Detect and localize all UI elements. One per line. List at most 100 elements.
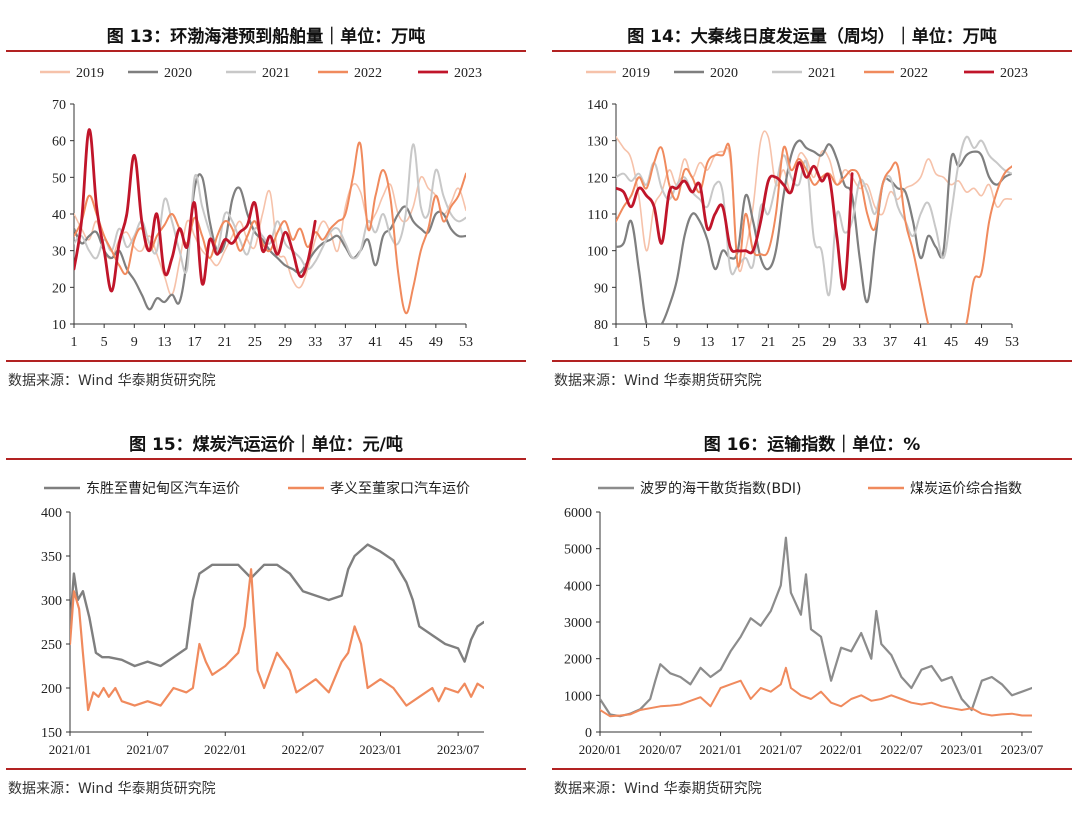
x-tick-label: 5 — [101, 335, 108, 350]
x-tick-label: 5 — [643, 335, 650, 350]
y-tick-label: 100 — [587, 245, 608, 260]
chart-svg-13: 10 20 30 40 50 60 70 1 5 9 13 17 21 25 29 33 37 41 45 49 53 2… — [40, 66, 482, 350]
x-tick-label: 13 — [700, 335, 714, 350]
chart-panel-13: 图 13：环渤海港预到船舶量｜单位：万吨 10 20 30 40 50 60 70 1 5 9 13… — [4, 8, 528, 408]
chart-panel-16: 图 16：运输指数｜单位：% 0 1000 2000 3000 4000 5000 6000… — [550, 416, 1074, 816]
x-tick-label: 49 — [429, 335, 443, 350]
x-tick-label: 33 — [853, 335, 867, 350]
x-tick-label: 45 — [399, 335, 413, 350]
y-tick-label: 110 — [588, 208, 608, 223]
chart-title-15: 图 15：煤炭汽运运价｜单位：元/吨 — [129, 435, 403, 455]
series-line-东胜至曹妃甸区汽车运价 — [70, 543, 484, 668]
y-tick-label: 150 — [41, 726, 62, 741]
legend-label: 2020 — [710, 66, 738, 81]
x-tick-label: 25 — [792, 335, 806, 350]
x-tick-label: 17 — [731, 335, 745, 350]
title-divider — [6, 458, 526, 460]
source-divider — [6, 360, 526, 362]
y-tick-label: 4000 — [564, 579, 592, 594]
chart-title-16: 图 16：运输指数｜单位：% — [703, 435, 921, 455]
x-tick-label: 9 — [131, 335, 138, 350]
y-tick-label: 10 — [52, 318, 66, 333]
series-group — [616, 130, 1012, 324]
y-tick-label: 400 — [41, 506, 62, 521]
legend-label: 2019 — [76, 66, 104, 81]
legend-label: 2022 — [354, 66, 382, 81]
legend-label: 2023 — [1000, 66, 1028, 81]
x-tick-label: 1 — [613, 335, 620, 350]
y-tick-label: 2000 — [564, 653, 592, 668]
y-tick-label: 3000 — [564, 616, 592, 631]
x-tick-label: 2023/07 — [1001, 742, 1044, 757]
series-line-2021 — [616, 135, 1012, 297]
y-tick-label: 0 — [585, 726, 592, 741]
x-tick-label: 49 — [975, 335, 989, 350]
source-label: 数据来源：Wind 华泰期货研究院 — [554, 781, 762, 797]
title-divider — [552, 50, 1072, 52]
y-tick-label: 300 — [41, 594, 62, 609]
legend-label: 2023 — [454, 66, 482, 81]
source-label: 数据来源：Wind 华泰期货研究院 — [554, 373, 762, 389]
x-tick-label: 2022/01 — [204, 742, 247, 757]
x-tick-label: 2020/01 — [579, 742, 622, 757]
series-line-2022 — [616, 142, 1012, 324]
y-tick-label: 130 — [587, 135, 608, 150]
y-tick-label: 80 — [594, 318, 608, 333]
chart-svg-16: 0 1000 2000 3000 4000 5000 6000 2020/01 2020/07 2… — [564, 480, 1044, 757]
chart-title-13: 图 13：环渤海港预到船舶量｜单位：万吨 — [106, 27, 426, 47]
x-tick-label: 53 — [1005, 335, 1019, 350]
x-tick-label: 1 — [71, 335, 78, 350]
x-tick-label: 2022/01 — [820, 742, 863, 757]
legend-label: 2019 — [622, 66, 650, 81]
series-line-2021 — [74, 143, 466, 274]
series-line-煤炭运价综合指数 — [600, 666, 1032, 718]
x-tick-label: 29 — [822, 335, 836, 350]
x-tick-label: 13 — [157, 335, 171, 350]
x-tick-label: 2021/07 — [126, 742, 169, 757]
series-line-2020 — [616, 139, 1012, 324]
series-line-2023 — [616, 161, 854, 291]
y-tick-label: 250 — [41, 638, 62, 653]
title-divider — [552, 458, 1072, 460]
legend-label: 2021 — [808, 66, 836, 81]
x-tick-label: 9 — [673, 335, 680, 350]
y-tick-label: 60 — [52, 135, 66, 150]
title-divider — [6, 50, 526, 52]
x-tick-label: 45 — [944, 335, 958, 350]
series-line-2022 — [74, 141, 466, 315]
source-divider — [552, 360, 1072, 362]
y-tick-label: 50 — [52, 171, 66, 186]
y-tick-label: 350 — [41, 550, 62, 565]
chart-svg-15: 150 200 250 300 350 400 2021/01 2021/07 2022/01 2… — [41, 480, 484, 757]
x-tick-label: 2021/01 — [49, 742, 92, 757]
y-tick-label: 1000 — [564, 689, 592, 704]
x-tick-label: 2021/01 — [699, 742, 742, 757]
series-group — [74, 128, 466, 315]
x-tick-label: 53 — [459, 335, 473, 350]
x-tick-label: 2023/01 — [359, 742, 402, 757]
y-tick-label: 20 — [52, 281, 66, 296]
y-tick-label: 140 — [587, 98, 608, 113]
x-tick-label: 21 — [761, 335, 775, 350]
source-divider — [6, 768, 526, 770]
y-tick-label: 40 — [52, 208, 66, 223]
legend-label: 孝义至董家口汽车运价 — [330, 480, 470, 497]
x-tick-label: 2021/07 — [760, 742, 803, 757]
series-line-波罗的海干散货指数(BDI) — [600, 536, 1032, 718]
x-tick-label: 25 — [248, 335, 262, 350]
series-group — [70, 543, 484, 712]
x-tick-label: 2022/07 — [282, 742, 325, 757]
chart-panel-15: 图 15：煤炭汽运运价｜单位：元/吨 150 200 250 300 350 400 202… — [4, 416, 528, 816]
y-tick-label: 90 — [594, 281, 608, 296]
x-tick-label: 2020/07 — [639, 742, 682, 757]
x-tick-label: 37 — [883, 335, 897, 350]
x-tick-label: 2022/07 — [880, 742, 923, 757]
x-tick-label: 33 — [308, 335, 322, 350]
legend-label: 2021 — [262, 66, 290, 81]
source-label: 数据来源：Wind 华泰期货研究院 — [8, 781, 216, 797]
series-group — [600, 536, 1032, 718]
series-line-孝义至董家口汽车运价 — [70, 568, 484, 712]
x-tick-label: 2023/01 — [940, 742, 983, 757]
x-tick-label: 41 — [369, 335, 383, 350]
x-tick-label: 37 — [338, 335, 352, 350]
